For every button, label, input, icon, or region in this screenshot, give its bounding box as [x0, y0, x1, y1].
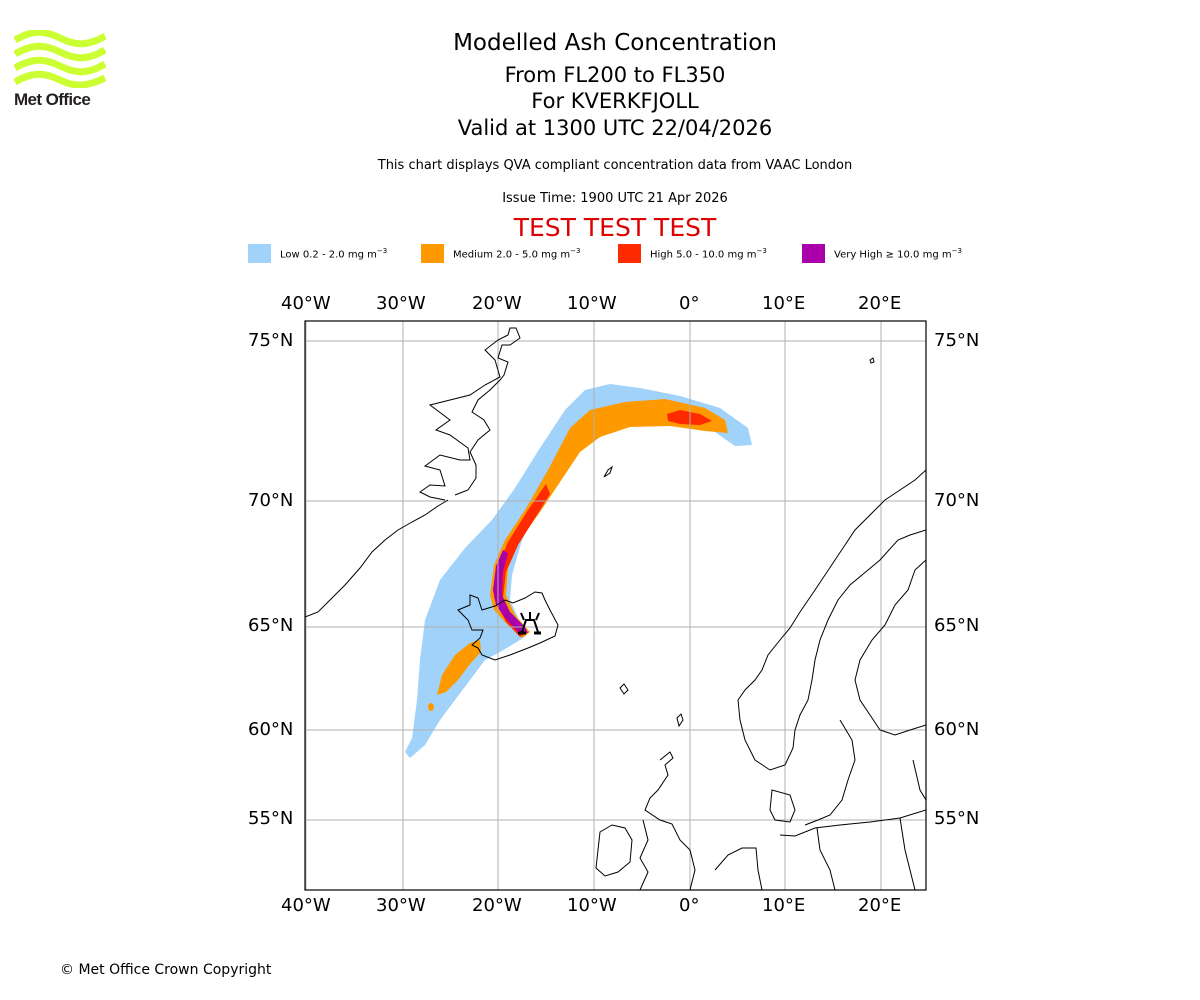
valid-time: Valid at 1300 UTC 22/04/2026 — [457, 116, 773, 140]
coastline-ireland — [595, 824, 633, 877]
lat-label-right-65n: 65°N — [934, 615, 980, 636]
lat-label-right-70n: 70°N — [934, 490, 980, 511]
copyright-notice: © Met Office Crown Copyright — [60, 962, 272, 978]
coastline-denmark — [769, 789, 796, 823]
lat-label-left-65n: 65°N — [248, 615, 294, 636]
legend-item-very-high: Very High ≥ 10.0 mg m−3 — [802, 244, 962, 263]
coastline-bear-island — [869, 357, 875, 364]
coastline-scotland — [644, 751, 696, 890]
legend-swatch-low — [248, 244, 271, 263]
lon-label-top-0: 0° — [679, 293, 700, 314]
coastline-sweden-east — [804, 719, 856, 826]
coastline-jan-mayen — [603, 465, 613, 478]
lat-label-right-75n: 75°N — [934, 330, 980, 351]
lon-label-top-10e: 10°E — [762, 293, 806, 314]
legend-item-high: High 5.0 - 10.0 mg m−3 — [618, 244, 767, 263]
flight-level-range: From FL200 to FL350 — [504, 63, 726, 87]
chart-description: This chart displays QVA compliant concen… — [377, 158, 853, 173]
issue-time: Issue Time: 1900 UTC 21 Apr 2026 — [502, 191, 728, 206]
logo-wordmark: Met Office — [14, 90, 91, 109]
lat-label-left-70n: 70°N — [248, 490, 294, 511]
map-frame — [304, 320, 927, 891]
coastline-finland — [854, 559, 926, 736]
ash-region-medium-sw — [437, 640, 481, 695]
legend-label-low: Low 0.2 - 2.0 mg m−3 — [280, 246, 388, 261]
lon-label-top-10w: 10°W — [567, 293, 617, 314]
lat-label-left-75n: 75°N — [248, 330, 294, 351]
border-lines — [816, 759, 926, 890]
legend-label-medium: Medium 2.0 - 5.0 mg m−3 — [453, 246, 581, 261]
lon-label-top-20w: 20°W — [472, 293, 522, 314]
volcano-icon — [518, 612, 541, 635]
lon-label-bottom-20w: 20°W — [472, 895, 522, 916]
legend-item-medium: Medium 2.0 - 5.0 mg m−3 — [421, 244, 580, 263]
lat-label-left-55n: 55°N — [248, 808, 294, 829]
coastline-shetland — [676, 713, 684, 728]
lon-label-bottom-10e: 10°E — [762, 895, 806, 916]
coastline-germany-baltic — [779, 809, 926, 837]
lon-label-bottom-0: 0° — [679, 895, 700, 916]
met-office-logo: Met Office — [13, 28, 107, 112]
lon-label-bottom-40w: 40°W — [281, 895, 331, 916]
coastline-faroes — [619, 683, 629, 695]
legend-swatch-medium — [421, 244, 444, 263]
lat-label-left-60n: 60°N — [248, 719, 294, 740]
lon-label-top-20e: 20°E — [858, 293, 902, 314]
lat-label-right-60n: 60°N — [934, 719, 980, 740]
coastline-england-west — [639, 819, 649, 890]
ash-region-very-high — [493, 550, 528, 633]
lon-label-top-30w: 30°W — [376, 293, 426, 314]
chart-title: Modelled Ash Concentration — [453, 30, 777, 56]
ash-region-medium-speck — [428, 703, 434, 711]
legend-label-very-high: Very High ≥ 10.0 mg m−3 — [834, 246, 962, 261]
coastlines — [305, 327, 926, 890]
coastline-norway-sweden — [737, 469, 926, 771]
lon-label-top-40w: 40°W — [281, 293, 331, 314]
coastline-greenland — [305, 327, 521, 618]
coastline-iceland — [457, 591, 559, 661]
test-banner: TEST TEST TEST — [513, 213, 717, 242]
lon-label-bottom-10w: 10°W — [567, 895, 617, 916]
met-office-waves-icon — [13, 28, 107, 89]
legend-item-low: Low 0.2 - 2.0 mg m−3 — [248, 244, 387, 263]
legend-swatch-high — [618, 244, 641, 263]
volcano-name: For KVERKFJOLL — [531, 89, 699, 113]
graticule — [305, 321, 926, 890]
legend-swatch-very-high — [802, 244, 825, 263]
lon-label-bottom-30w: 30°W — [376, 895, 426, 916]
lon-label-bottom-20e: 20°E — [858, 895, 902, 916]
coastline-netherlands — [714, 847, 763, 890]
legend-label-high: High 5.0 - 10.0 mg m−3 — [650, 246, 767, 261]
lat-label-right-55n: 55°N — [934, 808, 980, 829]
